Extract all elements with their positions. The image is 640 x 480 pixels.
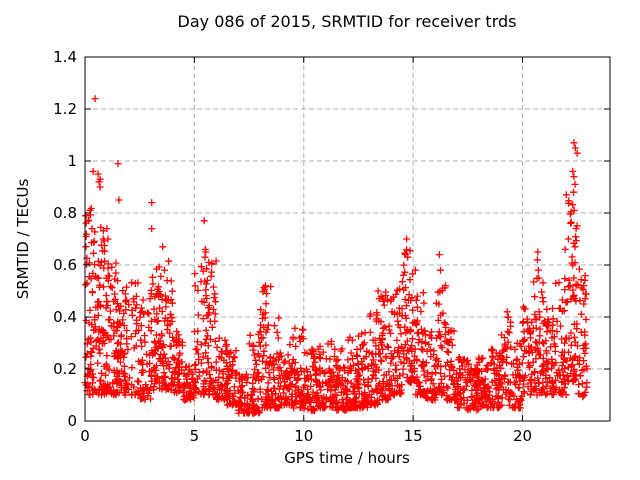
svg-text:0: 0 — [67, 412, 77, 430]
svg-text:0.2: 0.2 — [53, 360, 77, 378]
svg-text:15: 15 — [404, 427, 423, 445]
chart-title: Day 086 of 2015, SRMTID for receiver trd… — [178, 12, 517, 31]
y-tick-labels: 0 0.2 0.4 0.6 0.8 1 1.2 1.4 — [53, 48, 77, 430]
svg-text:1: 1 — [67, 152, 77, 170]
y-axis-label: SRMTID / TECUs — [14, 179, 32, 300]
svg-text:0.4: 0.4 — [53, 308, 77, 326]
x-axis-label: GPS time / hours — [284, 449, 410, 467]
svg-text:1.2: 1.2 — [53, 100, 77, 118]
plot-layers: 0 5 10 15 20 0 0.2 0.4 0.6 0.8 1 1.2 1.4 — [53, 48, 611, 445]
svg-text:10: 10 — [294, 427, 313, 445]
svg-text:5: 5 — [190, 427, 200, 445]
x-tick-labels: 0 5 10 15 20 — [80, 427, 532, 445]
data-points — [81, 95, 591, 417]
svg-text:0: 0 — [80, 427, 90, 445]
svg-text:20: 20 — [513, 427, 532, 445]
svg-text:1.4: 1.4 — [53, 48, 77, 66]
svg-text:0.6: 0.6 — [53, 256, 77, 274]
gridlines — [85, 57, 610, 421]
svg-text:0.8: 0.8 — [53, 204, 77, 222]
plot-border — [84, 56, 611, 422]
